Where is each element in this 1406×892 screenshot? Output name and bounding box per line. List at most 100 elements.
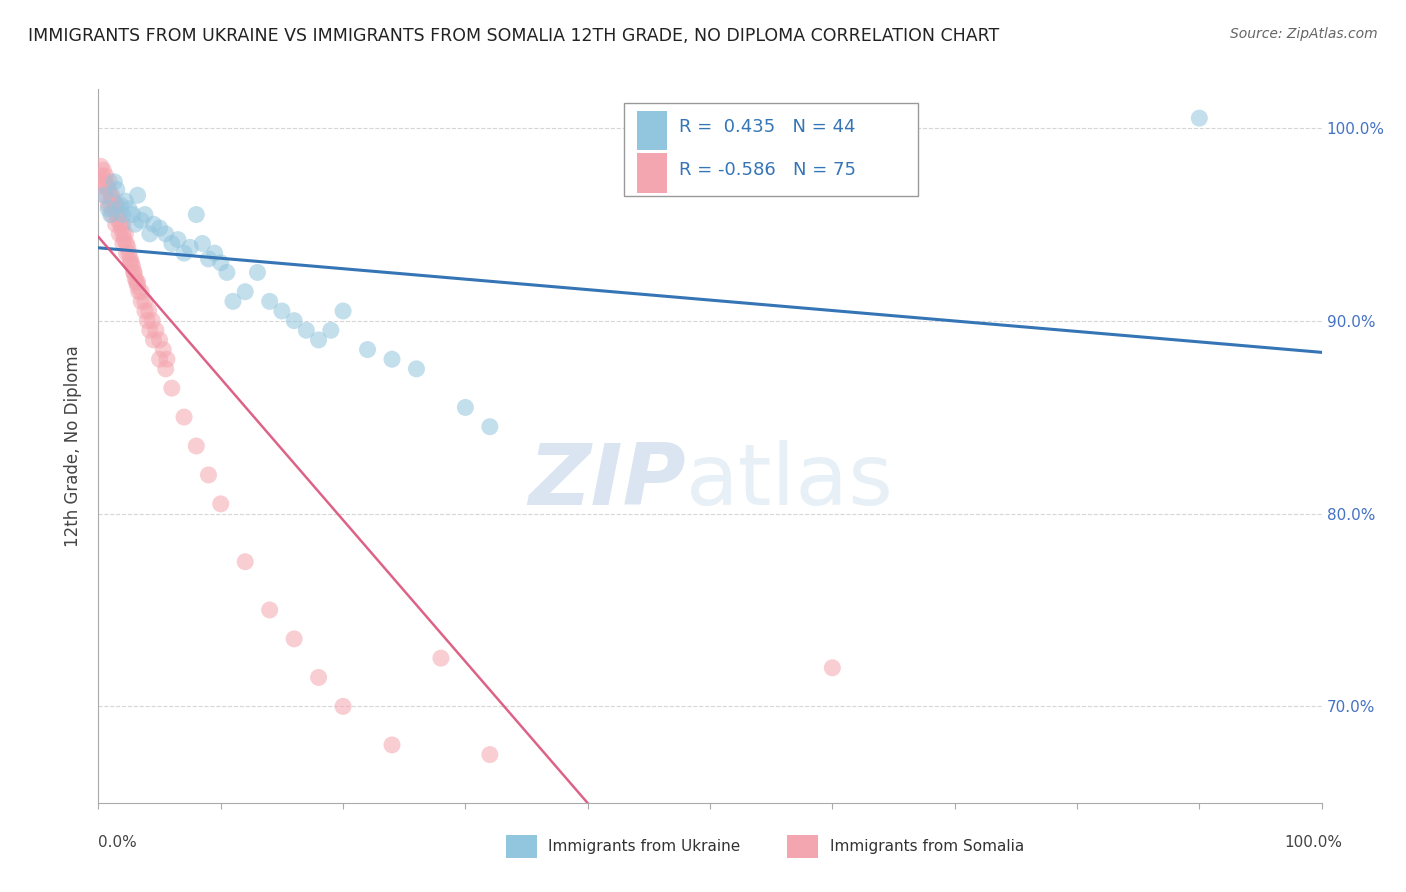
Point	[121, 208, 143, 222]
Point	[111, 208, 134, 222]
Point	[283, 632, 305, 646]
Point	[124, 271, 146, 285]
Point	[155, 362, 177, 376]
Point	[142, 333, 165, 347]
Point	[112, 233, 135, 247]
Point	[430, 651, 453, 665]
Point	[405, 362, 427, 376]
Point	[142, 217, 165, 231]
Point	[478, 419, 501, 434]
Point	[233, 555, 256, 569]
Point	[454, 401, 477, 415]
Point	[105, 208, 128, 222]
Text: Immigrants from Somalia: Immigrants from Somalia	[830, 839, 1024, 854]
Point	[111, 217, 134, 231]
Point	[215, 265, 238, 279]
Point	[124, 217, 146, 231]
Point	[129, 213, 152, 227]
Point	[100, 208, 122, 222]
Point	[145, 323, 167, 337]
Y-axis label: 12th Grade, No Diploma: 12th Grade, No Diploma	[65, 345, 83, 547]
Point	[149, 221, 172, 235]
Point	[101, 194, 124, 208]
Point	[107, 213, 129, 227]
Point	[101, 188, 124, 202]
Point	[129, 294, 152, 309]
Point	[478, 747, 501, 762]
Point	[93, 175, 115, 189]
Bar	[637, 153, 668, 193]
Point	[120, 256, 142, 270]
Point	[125, 275, 148, 289]
Point	[160, 381, 183, 395]
Point	[105, 198, 128, 212]
Point	[308, 333, 330, 347]
Point	[179, 240, 201, 254]
Point	[97, 198, 120, 212]
Point	[356, 343, 378, 357]
Point	[186, 439, 208, 453]
Point	[111, 227, 134, 241]
Point	[222, 294, 245, 309]
Point	[110, 217, 132, 231]
Point	[118, 202, 141, 216]
Point	[127, 188, 149, 202]
Point	[114, 194, 136, 208]
Text: IMMIGRANTS FROM UKRAINE VS IMMIGRANTS FROM SOMALIA 12TH GRADE, NO DIPLOMA CORREL: IMMIGRANTS FROM UKRAINE VS IMMIGRANTS FR…	[28, 27, 1000, 45]
Point	[136, 313, 159, 327]
Point	[152, 343, 174, 357]
Point	[117, 240, 139, 254]
Point	[105, 182, 128, 196]
Point	[197, 252, 219, 266]
Point	[111, 221, 134, 235]
Point	[134, 304, 156, 318]
Point	[93, 188, 115, 202]
Point	[121, 260, 143, 274]
Point	[173, 410, 195, 425]
Text: Source: ZipAtlas.com: Source: ZipAtlas.com	[1230, 27, 1378, 41]
Point	[114, 227, 136, 241]
Point	[134, 208, 156, 222]
Point	[155, 227, 177, 241]
Point	[129, 285, 152, 299]
Point	[209, 256, 232, 270]
Point	[110, 198, 132, 212]
Point	[139, 323, 162, 337]
Point	[115, 236, 138, 251]
Point	[128, 285, 150, 299]
Point	[160, 236, 183, 251]
Point	[91, 163, 114, 178]
Point	[96, 178, 118, 193]
Point	[91, 169, 114, 183]
Point	[295, 323, 318, 337]
Point	[93, 188, 115, 202]
Point	[209, 497, 232, 511]
Text: Immigrants from Ukraine: Immigrants from Ukraine	[548, 839, 741, 854]
Bar	[637, 111, 668, 150]
Point	[115, 246, 138, 260]
Point	[821, 661, 844, 675]
Point	[98, 175, 121, 189]
Point	[103, 175, 125, 189]
Point	[94, 169, 117, 183]
Point	[97, 202, 120, 216]
Point	[108, 227, 131, 241]
Point	[319, 323, 342, 337]
Point	[120, 252, 142, 266]
Point	[100, 198, 122, 212]
Point	[191, 236, 214, 251]
Text: atlas: atlas	[686, 440, 894, 524]
Point	[186, 208, 208, 222]
Point	[156, 352, 179, 367]
Point	[104, 198, 127, 212]
Text: R = -0.586   N = 75: R = -0.586 N = 75	[679, 161, 856, 178]
Point	[90, 159, 112, 173]
Point	[332, 304, 354, 318]
Point	[118, 246, 141, 260]
Text: R =  0.435   N = 44: R = 0.435 N = 44	[679, 118, 856, 136]
Text: 100.0%: 100.0%	[1285, 836, 1343, 850]
Point	[104, 217, 127, 231]
Point	[381, 738, 404, 752]
Point	[138, 304, 160, 318]
Point	[108, 208, 131, 222]
